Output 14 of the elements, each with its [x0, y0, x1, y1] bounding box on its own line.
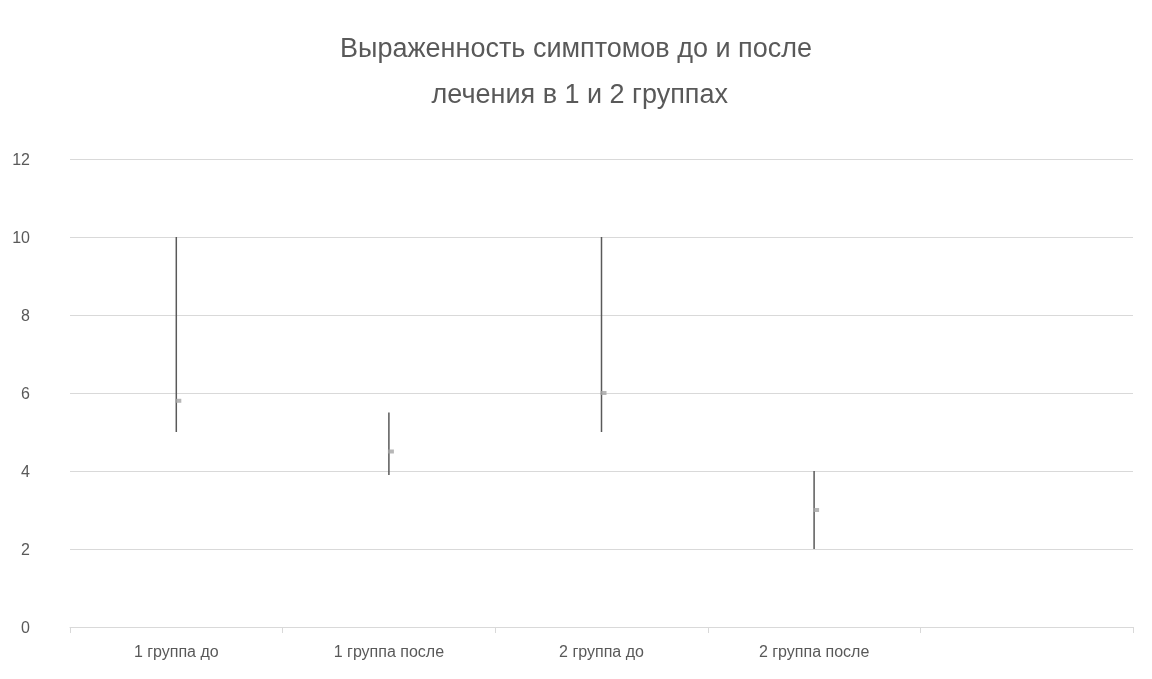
y-tick-label: 0 — [21, 618, 31, 636]
x-tick-label: 2 группа после — [758, 642, 870, 660]
y-tick-label: 8 — [21, 306, 31, 324]
x-tick-label: 1 группа до — [133, 642, 219, 660]
y-tick-label: 2 — [21, 540, 31, 558]
y-tick-label: 10 — [12, 228, 31, 246]
x-tick-label: 2 группа до — [559, 642, 644, 660]
y-tick-label: 6 — [21, 384, 31, 402]
y-tick-label: 12 — [12, 150, 31, 168]
y-tick-label: 4 — [21, 462, 31, 480]
point — [175, 398, 182, 403]
chart-title: Выраженность симптомов до и после лечения в 1 и 2 группах — [340, 33, 812, 109]
x-tick-label: 1 группа после — [333, 642, 445, 660]
point — [387, 449, 394, 454]
